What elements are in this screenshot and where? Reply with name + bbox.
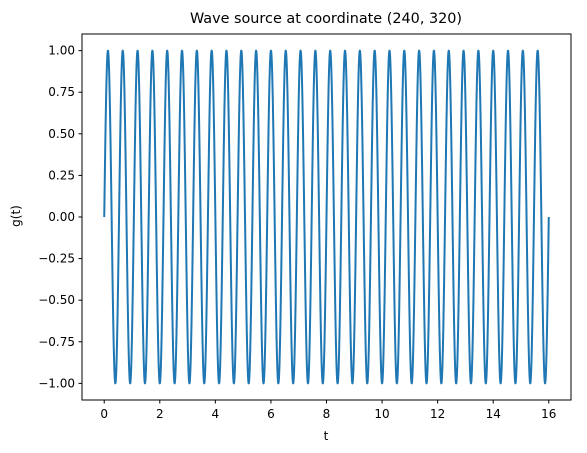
y-axis-ticks: −1.00 −0.75 −0.50 −0.25 0.00 0.25 0.50 0.75 1.00 — [38, 44, 82, 390]
x-tick-label: 10 — [374, 407, 389, 421]
x-axis-ticks: 0 2 4 6 8 10 12 14 16 — [100, 400, 556, 421]
y-tick-label: 1.00 — [48, 44, 75, 58]
x-tick-label: 14 — [486, 407, 501, 421]
y-axis-label: g(t) — [9, 205, 23, 227]
y-tick-label: −0.75 — [38, 335, 75, 349]
plot-frame — [81, 33, 572, 401]
x-tick-label: 12 — [430, 407, 445, 421]
x-axis-label: t — [324, 429, 329, 443]
y-tick-label: −0.25 — [38, 252, 75, 266]
series-line-g-t — [103, 49, 550, 385]
chart-title: Wave source at coordinate (240, 320) — [190, 11, 462, 27]
y-tick-label: 0.50 — [48, 127, 75, 141]
x-tick-label: 0 — [100, 407, 108, 421]
y-tick-label: 0.00 — [48, 210, 75, 224]
y-tick-label: 0.75 — [48, 85, 75, 99]
x-tick-label: 6 — [267, 407, 275, 421]
y-tick-label: −0.50 — [38, 293, 75, 307]
x-tick-label: 16 — [541, 407, 556, 421]
y-tick-label: 0.25 — [48, 168, 75, 182]
x-tick-label: 2 — [156, 407, 164, 421]
y-tick-label: −1.00 — [38, 376, 75, 390]
x-tick-label: 8 — [323, 407, 331, 421]
x-tick-label: 4 — [212, 407, 220, 421]
